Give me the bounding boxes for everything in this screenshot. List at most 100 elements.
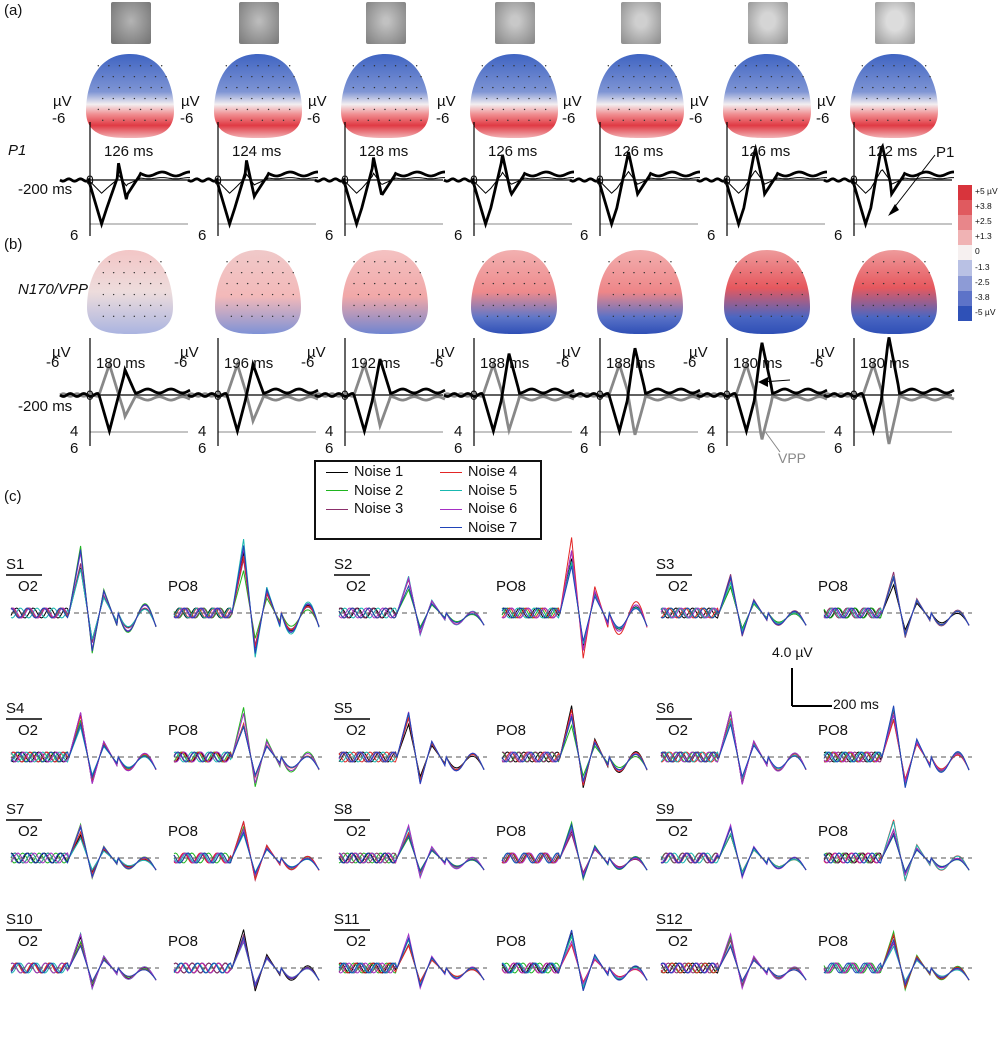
topomap-p1 xyxy=(470,54,558,138)
erp-po8-traces xyxy=(501,705,648,788)
uv-unit-a-2: µV xyxy=(181,93,200,110)
tick-pos6-a-1: 6 xyxy=(70,227,79,244)
electrode-label-o2: O2 xyxy=(668,933,689,950)
stimulus-face-noise-level-6 xyxy=(748,2,788,44)
erp-o2-traces xyxy=(10,944,157,983)
latency-p1-3: 128 ms xyxy=(359,143,409,160)
erp-p1-axis-ticks xyxy=(823,169,955,194)
latency-n170-2: 196 ms xyxy=(224,355,274,372)
erp-n170-trace xyxy=(823,337,955,437)
erp-po8-traces xyxy=(501,565,648,642)
legend-item: Noise 6 xyxy=(440,501,517,517)
topomap-n170 xyxy=(342,250,428,334)
electrode-label-o2: O2 xyxy=(668,722,689,739)
electrode-label-o2: O2 xyxy=(18,578,39,595)
tick-zero-a-1: 0 xyxy=(86,172,94,188)
legend-label: Noise 2 xyxy=(354,482,404,499)
erp-o2-traces xyxy=(338,834,485,873)
erp-po8-traces xyxy=(501,828,648,877)
colorbar-label: +5 µV xyxy=(975,186,998,196)
erp-p1-trace xyxy=(314,157,446,229)
uv-unit-a-4: µV xyxy=(437,93,456,110)
latency-n170-1: 180 ms xyxy=(96,355,146,372)
colorbar-label: -5 µV xyxy=(975,306,996,317)
erp-p1-trace xyxy=(569,151,701,229)
colorbar-swatch xyxy=(958,185,972,201)
electrode-label-o2: O2 xyxy=(668,578,689,595)
electrode-label-po8: PO8 xyxy=(168,578,199,595)
erp-n170-trace xyxy=(59,365,191,437)
tick-neg6-b-2: -6 xyxy=(174,354,188,371)
tick-pos6-b-1: 6 xyxy=(70,440,79,457)
colorbar-swatch xyxy=(958,245,972,261)
electrode-label-o2: O2 xyxy=(18,823,39,840)
panel-label-a: (a) xyxy=(4,2,23,19)
erp-po8-traces xyxy=(501,832,648,874)
erp-po8-traces xyxy=(501,933,648,990)
topomap-p1 xyxy=(723,54,811,138)
tick-pos6-b-6: 6 xyxy=(707,440,716,457)
subject-label-S1: S1 xyxy=(6,556,25,573)
topomap-p1 xyxy=(341,54,429,138)
erp-o2-traces xyxy=(660,722,807,779)
uv-unit-a-7: µV xyxy=(817,93,836,110)
erp-o2-traces xyxy=(660,832,807,874)
erp-o2-traces xyxy=(660,938,807,987)
legend-swatch xyxy=(326,471,348,473)
uv-unit-b-6: µV xyxy=(689,344,708,361)
erp-o2-traces xyxy=(10,568,157,640)
tick-pos4-b-5: 4 xyxy=(580,423,589,440)
latency-n170-5: 188 ms xyxy=(606,355,656,372)
electrode-label-po8: PO8 xyxy=(168,722,199,739)
tick-neg6-a-2: -6 xyxy=(180,110,194,127)
erp-po8-traces xyxy=(173,830,320,875)
erp-n170-trace xyxy=(187,359,319,437)
tick-pos6-a-3: 6 xyxy=(325,227,334,244)
tick-zero-b-5: 0 xyxy=(596,387,604,403)
topomap-n170 xyxy=(851,250,937,334)
electrode-label-o2: O2 xyxy=(346,823,367,840)
legend-item: Noise 1 xyxy=(326,464,403,480)
topomap-p1 xyxy=(214,54,302,138)
tick-zero-a-7: 0 xyxy=(850,172,858,188)
stimulus-face-noise-level-4 xyxy=(495,2,535,44)
colorbar-swatch xyxy=(958,200,972,216)
tick-pos6-a-4: 6 xyxy=(454,227,463,244)
scalebar-time: 200 ms xyxy=(833,696,879,712)
topomap-n170 xyxy=(471,250,557,334)
erp-po8-traces xyxy=(823,707,970,787)
subject-label-S6: S6 xyxy=(656,700,675,717)
subject-label-S4: S4 xyxy=(6,700,25,717)
subject-label-S10: S10 xyxy=(6,911,33,928)
erp-po8-traces xyxy=(823,575,970,637)
erp-o2-traces xyxy=(10,932,157,990)
erp-p1-trace xyxy=(823,142,955,229)
row-a-label: P1 xyxy=(8,142,27,159)
tick-neg6-a-7: -6 xyxy=(816,110,830,127)
legend-item: Noise 2 xyxy=(326,483,403,499)
legend-label: Noise 6 xyxy=(468,501,518,517)
electrode-label-po8: PO8 xyxy=(168,933,199,950)
erp-n170-trace xyxy=(314,358,446,437)
panel-label-b: (b) xyxy=(4,236,23,253)
erp-o2-traces xyxy=(338,584,485,631)
colorbar-label: +2.5 xyxy=(975,216,992,227)
legend-label: Noise 4 xyxy=(468,464,518,480)
erp-po8-traces xyxy=(501,822,648,880)
tick-pos6-b-3: 6 xyxy=(325,440,334,457)
legend-item: Noise 4 xyxy=(440,464,517,480)
subject-label-S3: S3 xyxy=(656,556,675,573)
tick-pos6-b-7: 6 xyxy=(834,440,843,457)
erp-po8-traces xyxy=(173,725,320,777)
erp-po8-traces xyxy=(173,935,320,989)
erp-o2-traces xyxy=(660,932,807,991)
subject-label-S12: S12 xyxy=(656,911,683,928)
tick-neg6-b-4: -6 xyxy=(430,354,444,371)
erp-o2-traces xyxy=(660,580,807,633)
erp-p1-trace xyxy=(187,160,319,229)
erp-o2-traces xyxy=(338,712,485,784)
row-b-time-label: -200 ms xyxy=(18,398,73,415)
colorbar-label: -3.8 xyxy=(975,291,990,302)
subject-label-S8: S8 xyxy=(334,801,353,818)
erp-vpp-trace xyxy=(443,359,575,436)
